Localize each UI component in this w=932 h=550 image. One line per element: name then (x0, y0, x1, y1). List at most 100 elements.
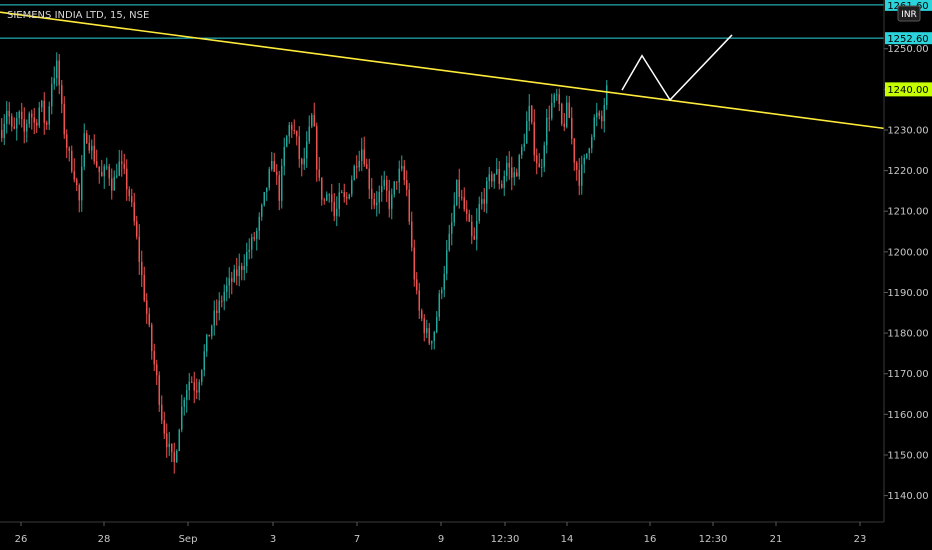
candle-body (348, 194, 350, 199)
price-tick-label: 1140.00 (887, 491, 928, 502)
candle-body (391, 194, 393, 209)
candle-body (418, 290, 420, 311)
candle-body (296, 131, 298, 137)
candle-body (493, 173, 495, 182)
candle-body (598, 112, 600, 116)
candle-body (268, 169, 270, 188)
candle-body (1, 129, 3, 139)
trendline[interactable] (0, 11, 885, 130)
candle-body (233, 269, 235, 282)
candle-body (211, 325, 213, 337)
candle-body (581, 164, 583, 186)
candle-body (201, 370, 203, 382)
candle-body (381, 186, 383, 192)
candle-body (478, 203, 480, 221)
candle-body (23, 119, 25, 132)
candle-body (438, 293, 440, 318)
candle-body (51, 83, 53, 107)
candle-body (456, 179, 458, 205)
candle-body (288, 124, 290, 137)
candle-body (566, 102, 568, 127)
candle-body (328, 194, 330, 196)
candle-body (286, 136, 288, 147)
symbol-title: SIEMENS INDIA LTD, 15, NSE (7, 10, 149, 21)
candle-body (56, 60, 58, 79)
candle-body (78, 185, 80, 201)
candle-body (336, 208, 338, 217)
candle-body (388, 190, 390, 209)
candle-body (531, 105, 533, 123)
trendline-layer[interactable] (0, 11, 885, 130)
candle-body (596, 112, 598, 118)
horizontal-levels[interactable]: 1261.601252.60 (0, 0, 932, 45)
candle-body (601, 115, 603, 122)
candle-body (213, 310, 215, 326)
candle-body (226, 285, 228, 292)
currency-badge[interactable]: INR (897, 5, 921, 22)
candle-body (63, 103, 65, 135)
candle-body (386, 179, 388, 191)
candle-body (161, 404, 163, 421)
candle-body (91, 145, 93, 151)
candle-body (373, 198, 375, 206)
candle-body (458, 179, 460, 197)
candle-body (398, 168, 400, 183)
candle-body (193, 382, 195, 391)
candle-body (491, 174, 493, 182)
candle-body (343, 192, 345, 198)
candle-body (6, 110, 8, 124)
candle-body (313, 115, 315, 127)
candle-body (526, 121, 528, 144)
candle-body (308, 126, 310, 142)
candle-body (463, 197, 465, 210)
candle-body (533, 122, 535, 156)
candle-body (553, 94, 555, 103)
projection-layer[interactable] (621, 34, 733, 102)
candle-body (86, 133, 88, 144)
candle-body (376, 202, 378, 206)
candle-body (186, 390, 188, 400)
price-tick-label: 1200.00 (887, 247, 928, 258)
candle-body (33, 117, 35, 123)
candle-body (21, 111, 23, 120)
candle-body (301, 159, 303, 165)
candle-body (243, 266, 245, 270)
candle-body (303, 158, 305, 165)
price-tick-label: 1190.00 (887, 288, 928, 299)
candle-body (351, 179, 353, 195)
candle-body (586, 153, 588, 158)
candle-body (561, 103, 563, 124)
price-axis[interactable]: 1250.00 1240.00 1230.00 1220.00 1210.00 1200.… (883, 0, 929, 522)
candle-body (248, 249, 250, 253)
candle-body (148, 313, 150, 325)
candle-body (546, 117, 548, 146)
candle-body (516, 172, 518, 177)
candle-body (43, 100, 45, 123)
candle-body (276, 171, 278, 176)
candle-body (3, 123, 5, 139)
time-tick-label: 16 (644, 534, 657, 545)
candle-body (543, 145, 545, 167)
candle-body (473, 236, 475, 240)
currency-label: INR (901, 10, 917, 20)
candle-body (8, 110, 10, 117)
time-tick-label: 28 (98, 534, 111, 545)
candle-body (293, 129, 295, 132)
candle-body (158, 375, 160, 405)
candle-body (421, 310, 423, 319)
candle-body (321, 177, 323, 200)
candle-body (106, 166, 108, 168)
candle-body (153, 351, 155, 365)
candle-body (13, 126, 15, 129)
price-tick-label: 1150.00 (887, 450, 928, 461)
candle-body (146, 300, 148, 314)
projection-path[interactable] (621, 34, 733, 102)
currency-badge-box (897, 5, 921, 22)
candle-body (241, 265, 243, 270)
candle-body (151, 324, 153, 352)
time-axis[interactable]: 26 28 Sep 3 7 9 12:30 14 16 12:30 21 23 (0, 521, 884, 545)
candle-body (258, 216, 260, 231)
candle-body (38, 107, 40, 126)
candle-body (176, 451, 178, 463)
